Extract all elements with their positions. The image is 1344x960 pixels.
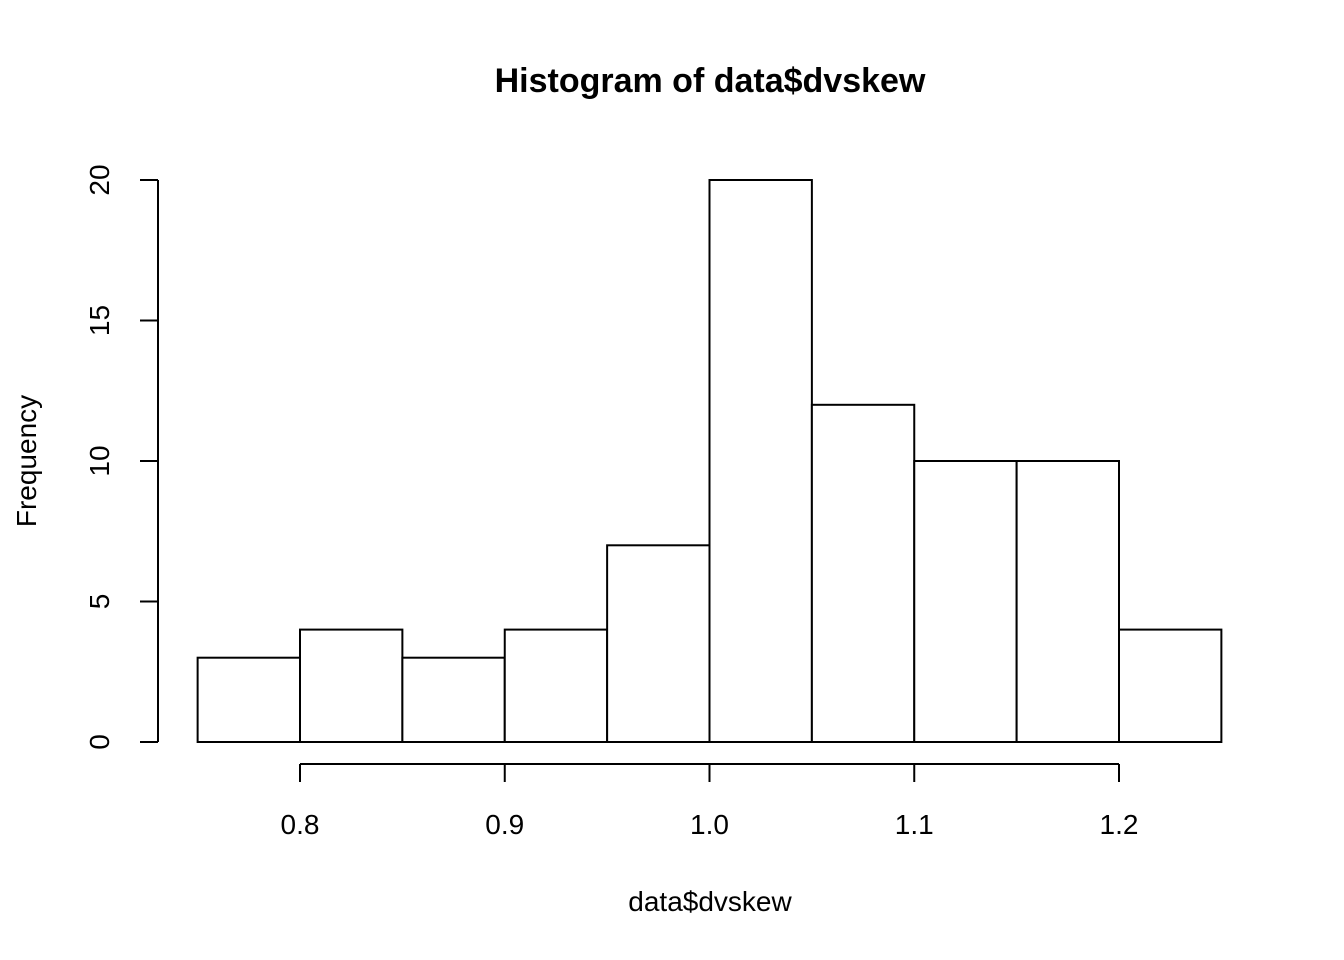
histogram-bar (503, 628, 609, 743)
chart-title: Histogram of data$dvskew (495, 62, 926, 100)
histogram-bar (196, 656, 301, 744)
histogram-bar (299, 628, 404, 743)
y-tick-label: 15 (84, 305, 115, 336)
histogram-bar (401, 656, 506, 744)
histogram-bar (913, 460, 1018, 743)
histogram-bar (1118, 628, 1223, 743)
x-axis-label: data$dvskew (628, 886, 792, 917)
y-axis: 0 5 10 15 20 (84, 164, 159, 750)
histogram-bar (810, 403, 916, 743)
x-axis: 0.8 0.9 1.0 1.1 1.2 (281, 763, 1139, 840)
histogram-bar (1015, 460, 1120, 743)
histogram-bar (606, 544, 711, 743)
histogram-bar (708, 179, 813, 743)
x-tick-label: 0.8 (281, 809, 320, 840)
y-tick-label: 20 (84, 164, 115, 195)
x-tick-label: 1.0 (690, 809, 729, 840)
y-tick-label: 0 (84, 734, 115, 750)
x-tick-label: 1.1 (895, 809, 934, 840)
y-axis-label: Frequency (11, 395, 42, 527)
x-tick-label: 1.2 (1100, 809, 1139, 840)
x-tick-label: 0.9 (485, 809, 524, 840)
y-tick-label: 10 (84, 445, 115, 476)
y-tick-label: 5 (84, 594, 115, 610)
bars-group (196, 179, 1223, 744)
